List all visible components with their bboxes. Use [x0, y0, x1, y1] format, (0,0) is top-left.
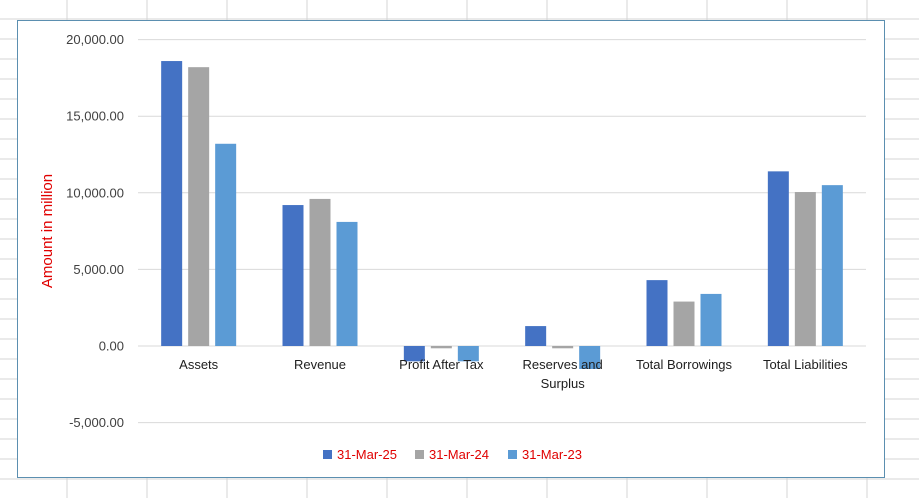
y-axis-title: Amount in million: [39, 174, 56, 288]
legend: 31-Mar-25 31-Mar-24 31-Mar-23: [323, 447, 582, 462]
category-label: Assets: [179, 357, 219, 372]
bar-chart: 20,000.00 15,000.00 10,000.00 5,000.00 0.00 -…: [39, 32, 866, 462]
bar: [457, 346, 479, 362]
legend-label: 31-Mar-23: [522, 447, 582, 462]
bar: [579, 346, 601, 369]
category-label: Total Liabilities: [763, 357, 848, 372]
x-axis-labels: Assets Revenue Profit After Tax Reserves an…: [179, 357, 848, 391]
legend-item: 31-Mar-23: [508, 447, 582, 462]
chart-area[interactable]: 20,000.00 15,000.00 10,000.00 5,000.00 0.00 -…: [17, 20, 885, 478]
legend-item: 31-Mar-25: [323, 447, 397, 462]
y-tick-label: 5,000.00: [73, 262, 124, 277]
legend-swatch: [323, 450, 332, 459]
bar: [336, 221, 358, 346]
bar: [821, 185, 843, 346]
bar: [403, 346, 425, 362]
bar: [646, 280, 668, 346]
category-label: Profit After Tax: [399, 357, 484, 372]
bar: [673, 301, 695, 346]
legend-label: 31-Mar-24: [429, 447, 489, 462]
legend-swatch: [508, 450, 517, 459]
y-tick-label: 20,000.00: [66, 32, 124, 47]
bar: [525, 326, 547, 346]
category-label: Surplus: [541, 376, 586, 391]
bar: [309, 198, 331, 346]
y-tick-label: -5,000.00: [69, 415, 124, 430]
bar: [794, 192, 816, 346]
category-label: Total Borrowings: [636, 357, 733, 372]
legend-item: 31-Mar-24: [415, 447, 489, 462]
bar: [215, 143, 237, 346]
y-tick-label: 10,000.00: [66, 185, 124, 200]
bar: [188, 67, 210, 346]
y-tick-label: 15,000.00: [66, 109, 124, 124]
y-axis-ticks: 20,000.00 15,000.00 10,000.00 5,000.00 0.00 -…: [66, 32, 124, 430]
bar: [161, 61, 183, 346]
bar: [282, 205, 304, 346]
legend-swatch: [415, 450, 424, 459]
category-label: Reserves and: [523, 357, 603, 372]
bars: [161, 61, 843, 369]
y-tick-label: 0.00: [99, 339, 124, 354]
legend-label: 31-Mar-25: [337, 447, 397, 462]
bar: [700, 293, 722, 346]
gridlines: [138, 39, 866, 424]
bar: [430, 346, 452, 349]
bar: [767, 171, 789, 346]
category-label: Revenue: [294, 357, 346, 372]
bar: [552, 346, 574, 349]
